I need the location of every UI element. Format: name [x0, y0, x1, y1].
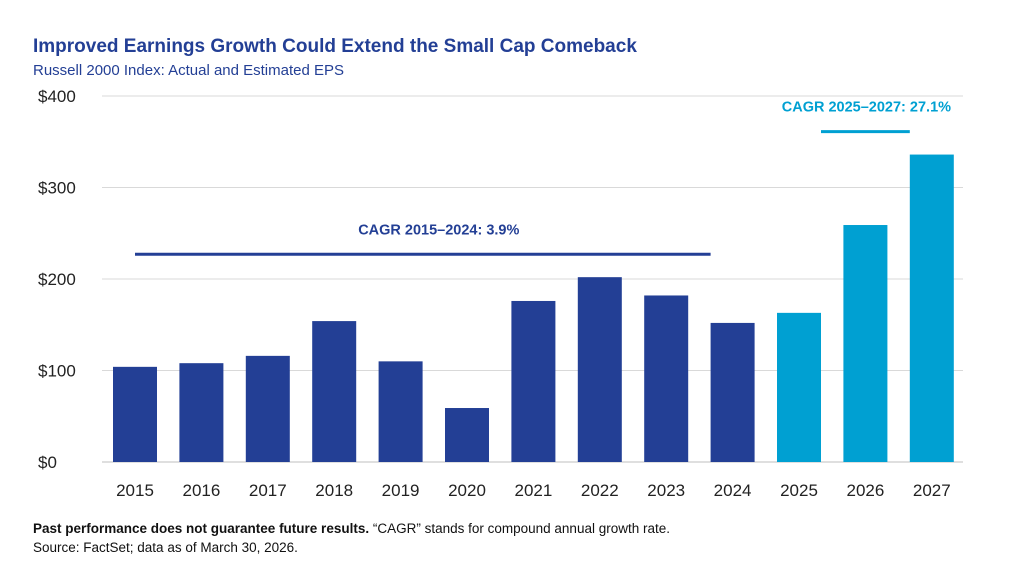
x-tick-label: 2017: [249, 481, 287, 500]
footnote-disclaimer: Past performance does not guarantee futu…: [33, 521, 370, 536]
y-tick-label: $400: [38, 87, 76, 106]
bar-2025: [777, 312, 821, 462]
x-tick-label: 2020: [448, 481, 486, 500]
bar-2021: [511, 300, 556, 462]
bar-2022: [577, 277, 622, 462]
y-tick-label: $100: [38, 362, 76, 381]
x-tick-label: 2022: [581, 481, 619, 500]
bar-2026: [843, 225, 888, 462]
x-tick-label: 2024: [714, 481, 752, 500]
bar-2023: [644, 295, 689, 462]
cagr-label-2: CAGR 2025–2027: 27.1%: [782, 100, 951, 116]
x-tick-label: 2025: [780, 481, 818, 500]
x-tick-label: 2026: [846, 481, 884, 500]
bar-2027: [909, 154, 954, 462]
x-tick-label: 2023: [647, 481, 685, 500]
x-tick-label: 2019: [382, 481, 420, 500]
bar-2018: [312, 321, 357, 462]
chart-title: Improved Earnings Growth Could Extend th…: [33, 36, 637, 57]
x-tick-label: 2016: [182, 481, 220, 500]
x-tick-label: 2015: [116, 481, 154, 500]
footnote-cagr-definition: “CAGR” stands for compound annual growth…: [369, 521, 670, 536]
x-tick-label: 2027: [913, 481, 951, 500]
x-tick-label: 2018: [315, 481, 353, 500]
bar-2017: [245, 355, 290, 462]
bar-2016: [179, 363, 224, 462]
source-note: Source: FactSet; data as of March 30, 20…: [33, 540, 298, 555]
y-tick-label: $0: [38, 453, 57, 472]
cagr-label-1: CAGR 2015–2024: 3.9%: [358, 222, 519, 238]
y-tick-label: $300: [38, 179, 76, 198]
footnote: Past performance does not guarantee futu…: [33, 521, 670, 536]
bar-2020: [445, 408, 489, 462]
bar-2015: [113, 366, 157, 462]
bar-2019: [378, 361, 423, 462]
x-tick-label: 2021: [514, 481, 552, 500]
bar-2024: [710, 322, 755, 462]
y-tick-label: $200: [38, 270, 76, 289]
chart-subtitle: Russell 2000 Index: Actual and Estimated…: [33, 62, 345, 79]
